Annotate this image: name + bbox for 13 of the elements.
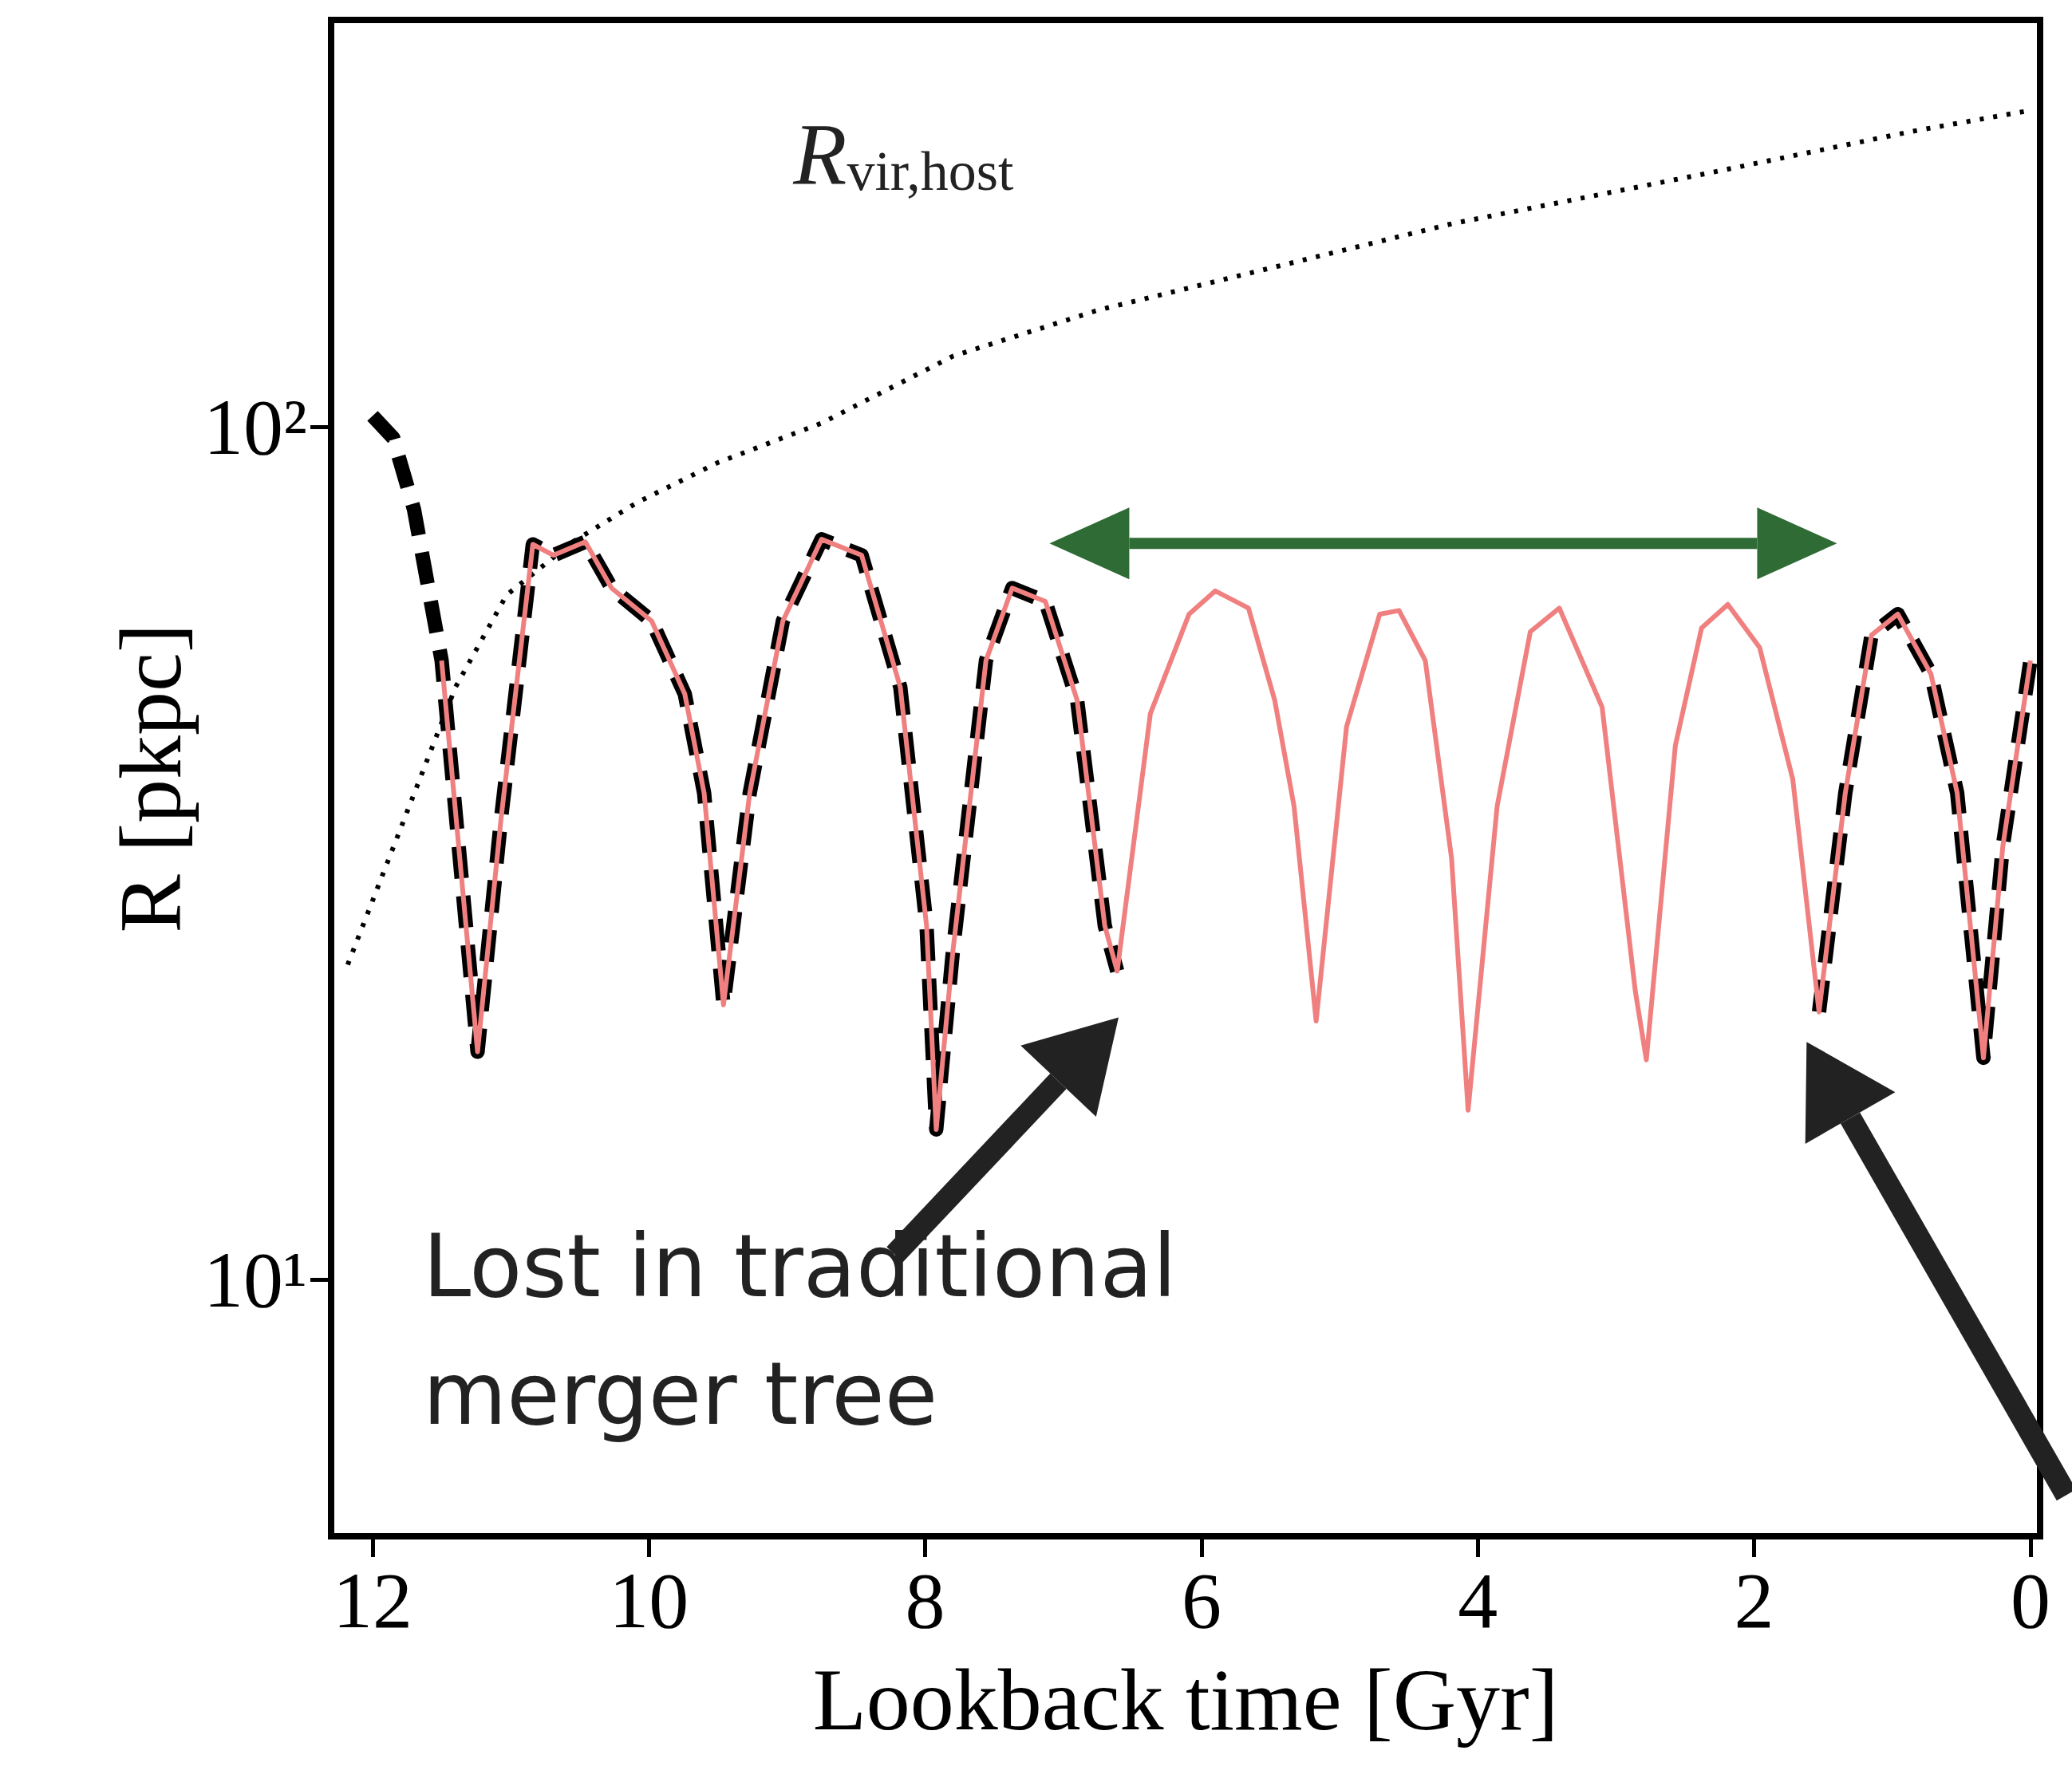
x-tick-label: 12 — [332, 1555, 412, 1645]
series-label: Rvir,host — [792, 106, 1015, 204]
x-axis-title: Lookback time [Gyr] — [812, 1651, 1559, 1748]
x-tick-label: 10 — [609, 1555, 689, 1645]
x-tick-label: 0 — [2010, 1555, 2050, 1645]
y-axis-title: R [pkpc] — [102, 623, 200, 933]
y-tick-label: 10¹ — [203, 1235, 307, 1324]
y-tick-label: 10² — [203, 382, 307, 471]
x-tick-label: 6 — [1181, 1555, 1221, 1645]
annotation: Lost in traditional merger tree — [423, 1216, 1204, 1445]
x-tick-label: 4 — [1458, 1555, 1498, 1645]
x-tick-label: 2 — [1734, 1555, 1774, 1645]
x-tick-label: 8 — [905, 1555, 945, 1645]
